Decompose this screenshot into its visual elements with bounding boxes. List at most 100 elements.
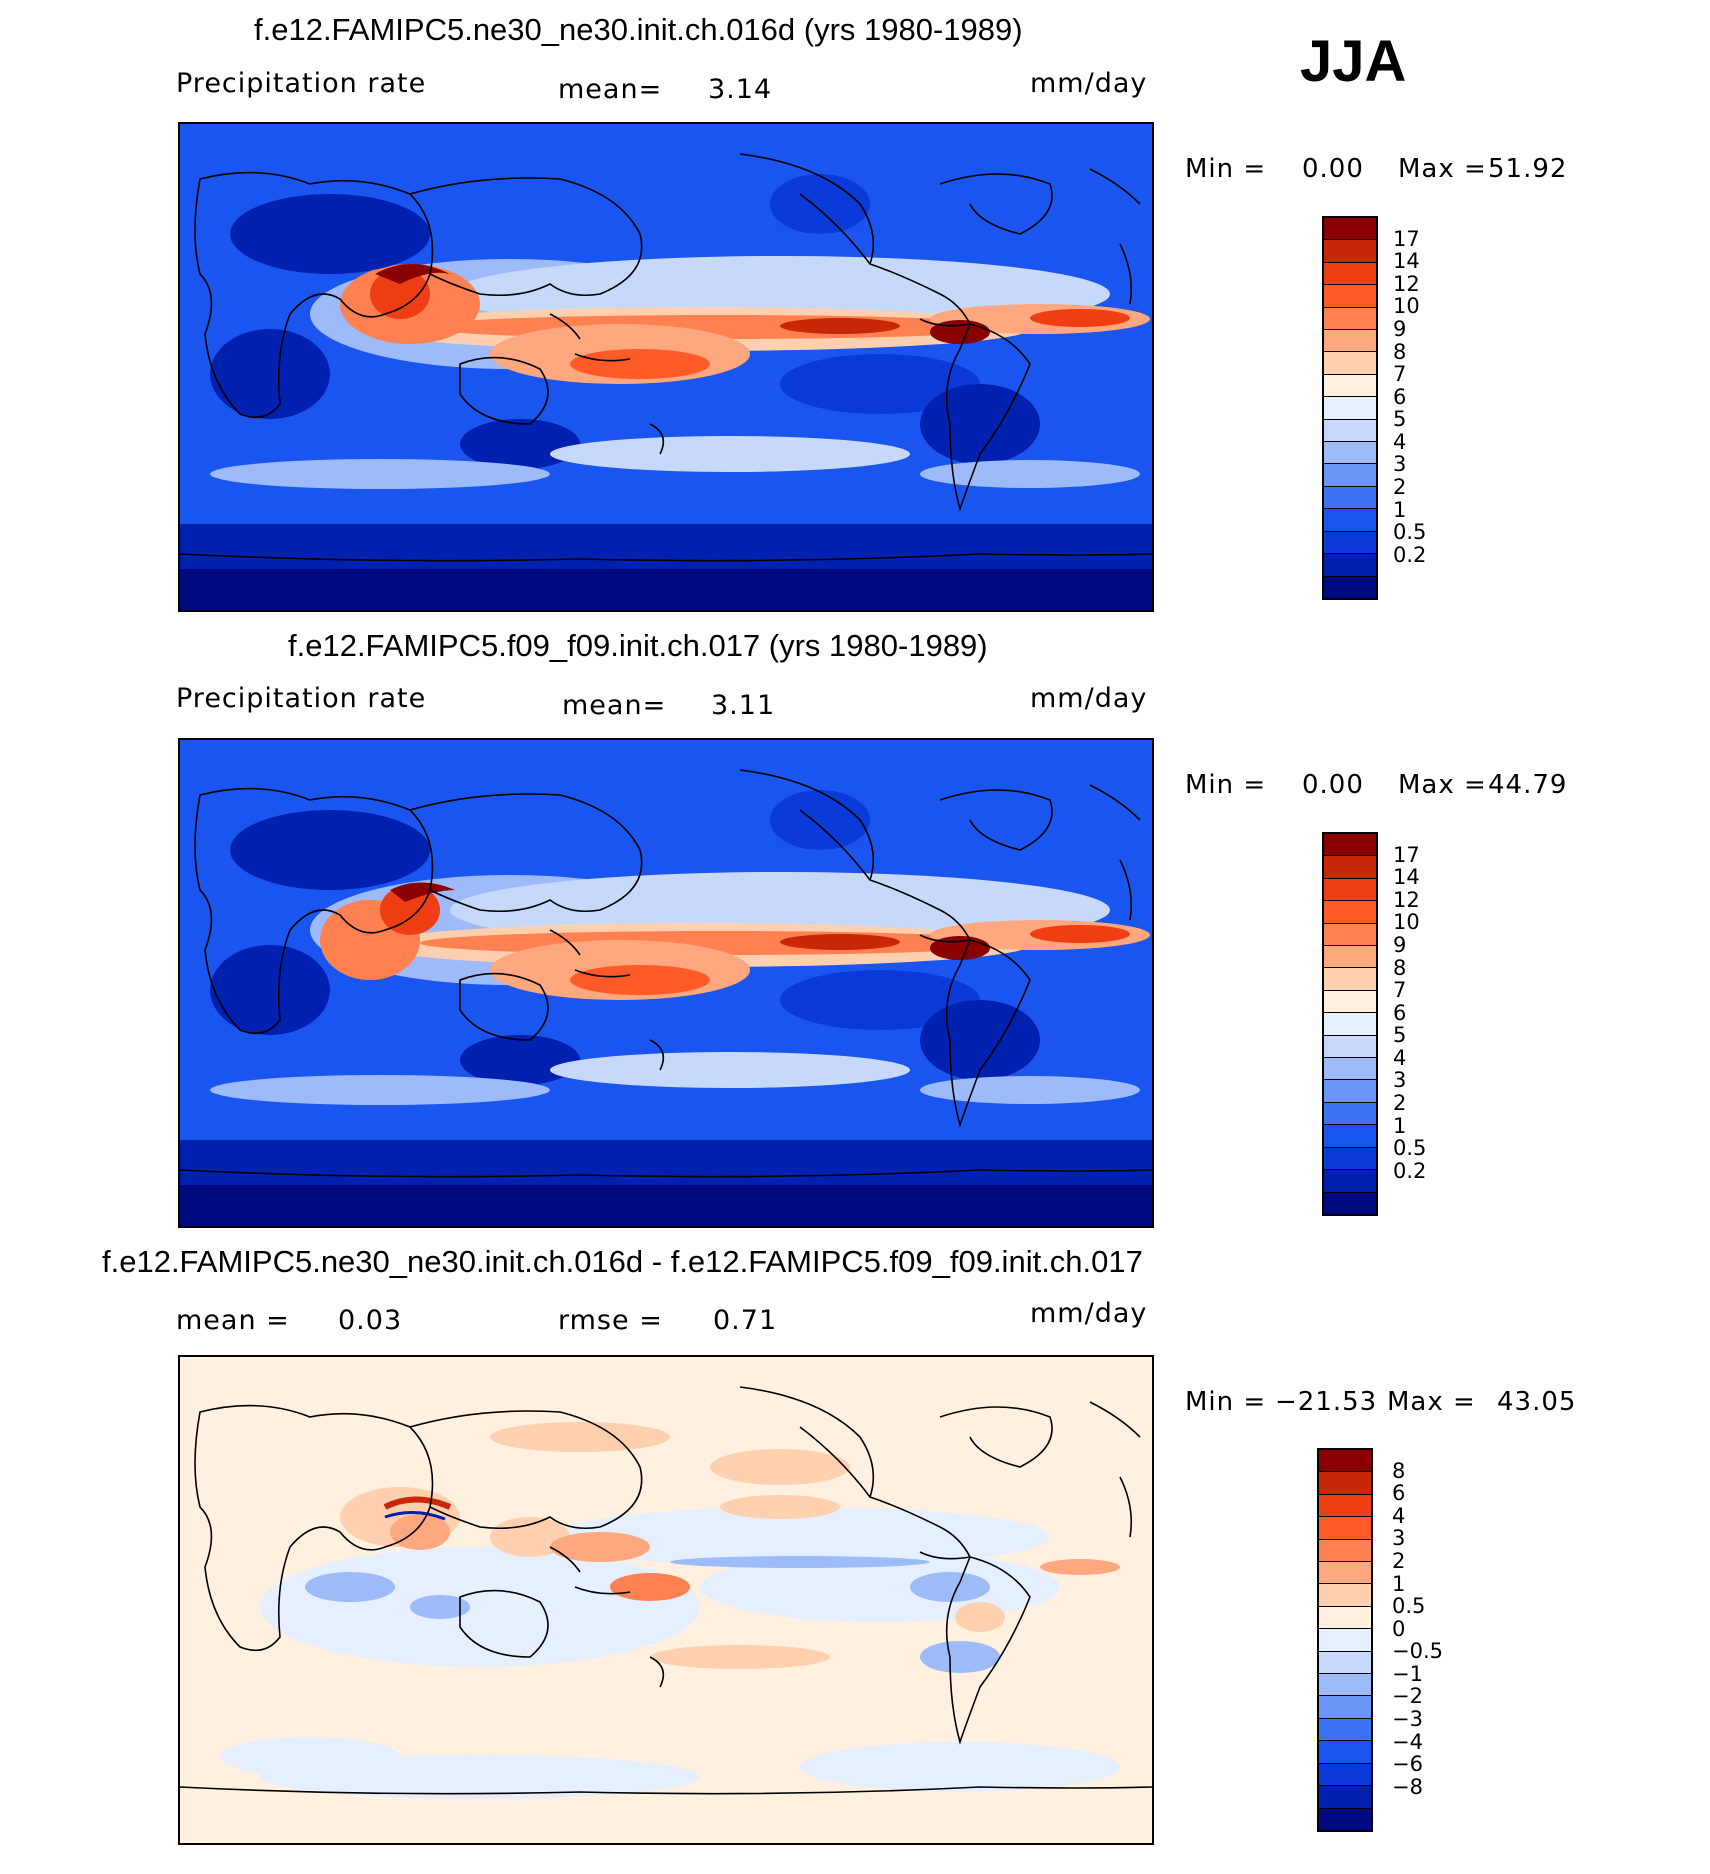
colorbar-segment	[1324, 946, 1376, 969]
colorbar-segment	[1319, 1741, 1371, 1764]
colorbar-tick-label: −4	[1392, 1729, 1423, 1754]
colorbar-tick-label: 6	[1393, 1000, 1407, 1025]
panel-2-title: f.e12.FAMIPC5.f09_f09.init.ch.017 (yrs 1…	[288, 628, 988, 663]
colorbar-segment	[1324, 834, 1376, 857]
colorbar-tick-label: −0.5	[1392, 1639, 1443, 1664]
panel-2-colorbar-labels: 17 14 12 10 9 8 7 6 5 4 3 2 1 0.5 0.2	[1393, 832, 1453, 1216]
colorbar-tick-label: 3	[1392, 1526, 1406, 1551]
colorbar-tick-label: 0.2	[1393, 1158, 1427, 1183]
colorbar-segment	[1324, 240, 1376, 263]
colorbar-tick-label: 10	[1393, 910, 1420, 935]
panel-3-mean-label: mean =	[176, 1305, 290, 1336]
panel-1-variable: Precipitation rate	[176, 68, 427, 99]
colorbar-segment	[1324, 968, 1376, 991]
colorbar-segment	[1324, 352, 1376, 375]
colorbar-segment	[1324, 856, 1376, 879]
colorbar-segment	[1319, 1517, 1371, 1540]
colorbar-segment	[1324, 464, 1376, 487]
colorbar-tick-label: 14	[1393, 865, 1420, 890]
panel-3-rmse-value: 0.71	[713, 1305, 778, 1336]
colorbar-tick-label: 14	[1393, 249, 1420, 274]
colorbar-tick-label: 7	[1393, 362, 1407, 387]
panel-1-precip-field	[180, 174, 1152, 610]
panel-3-rmse-label: rmse =	[558, 1305, 663, 1336]
colorbar-segment	[1324, 307, 1376, 331]
panel-3-max-value: 43.05	[1497, 1387, 1577, 1417]
panel-1-map	[178, 122, 1154, 612]
panel-1-colorbar-labels: 17 14 12 10 9 8 7 6 5 4 3 2 1 0.5 0.2	[1393, 216, 1453, 600]
colorbar-tick-label: 9	[1393, 932, 1407, 957]
colorbar-tick-label: 12	[1393, 271, 1420, 296]
colorbar-segment	[1324, 1035, 1376, 1059]
colorbar-segment	[1319, 1584, 1371, 1607]
colorbar-tick-label: 1	[1393, 1113, 1407, 1138]
panel-3-diff-field	[220, 1422, 1120, 1799]
colorbar-tick-label: 17	[1393, 842, 1420, 867]
panel-2-map	[178, 738, 1154, 1228]
panel-1-map-svg	[180, 124, 1152, 610]
colorbar-segment	[1319, 1763, 1371, 1787]
colorbar-tick-label: 8	[1393, 339, 1407, 364]
panel-2-mean-label: mean=	[562, 690, 667, 721]
panel-1-mean-label: mean=	[558, 74, 663, 105]
panel-3-units: mm/day	[1030, 1298, 1148, 1329]
colorbar-tick-label: −6	[1392, 1752, 1423, 1777]
panel-2-units: mm/day	[1030, 683, 1148, 714]
colorbar-segment	[1324, 1080, 1376, 1103]
panel-2-variable: Precipitation rate	[176, 683, 427, 714]
colorbar-segment	[1324, 1058, 1376, 1081]
colorbar-tick-label: 2	[1392, 1548, 1406, 1573]
colorbar-segment	[1324, 1102, 1376, 1126]
panel-1-max-value: 51.92	[1488, 154, 1568, 184]
season-label: JJA	[1300, 29, 1407, 94]
panel-1-min-value: 0.00	[1302, 154, 1364, 184]
colorbar-segment	[1324, 419, 1376, 443]
colorbar-segment	[1324, 923, 1376, 947]
colorbar-tick-label: 6	[1393, 384, 1407, 409]
colorbar-segment	[1324, 1013, 1376, 1036]
colorbar-tick-label: 4	[1392, 1503, 1406, 1528]
panel-1-coastlines	[180, 153, 1152, 562]
colorbar-tick-label: 0.5	[1393, 520, 1427, 545]
colorbar-segment	[1324, 285, 1376, 308]
colorbar-tick-label: 2	[1393, 1091, 1407, 1116]
colorbar-segment	[1319, 1808, 1371, 1830]
panel-2-coastlines	[180, 769, 1152, 1178]
colorbar-tick-label: −8	[1392, 1774, 1423, 1799]
colorbar-tick-label: 5	[1393, 407, 1407, 432]
colorbar-segment	[1324, 442, 1376, 465]
colorbar-segment	[1324, 554, 1376, 577]
colorbar-tick-label: 4	[1393, 1045, 1407, 1070]
colorbar-tick-label: 1	[1392, 1571, 1406, 1596]
colorbar-tick-label: 9	[1393, 316, 1407, 341]
panel-2-mean-value: 3.11	[711, 690, 776, 721]
colorbar-tick-label: 0.5	[1393, 1136, 1427, 1161]
panel-3-colorbar-labels: 8 6 4 3 2 1 0.5 0 −0.5 −1 −2 −3 −4 −6 −8	[1392, 1448, 1462, 1832]
panel-3-map-svg	[180, 1357, 1152, 1843]
colorbar-tick-label: −2	[1392, 1684, 1423, 1709]
colorbar-segment	[1324, 1125, 1376, 1148]
colorbar-segment	[1319, 1674, 1371, 1697]
colorbar-segment	[1324, 1170, 1376, 1193]
panel-3-mean-value: 0.03	[338, 1305, 403, 1336]
colorbar-segment	[1319, 1450, 1371, 1473]
panel-1-min-label: Min =	[1185, 154, 1267, 184]
colorbar-tick-label: 7	[1393, 978, 1407, 1003]
colorbar-segment	[1319, 1606, 1371, 1630]
panel-3-min-label: Min =	[1185, 1387, 1267, 1417]
panel-3-colorbar	[1317, 1448, 1373, 1832]
panel-2-colorbar	[1322, 832, 1378, 1216]
colorbar-tick-label: 0	[1392, 1616, 1406, 1641]
colorbar-tick-label: 10	[1393, 294, 1420, 319]
colorbar-tick-label: 4	[1393, 429, 1407, 454]
colorbar-segment	[1319, 1696, 1371, 1719]
panel-3-min-value: −21.53	[1275, 1387, 1378, 1417]
colorbar-tick-label: 8	[1393, 955, 1407, 980]
panel-3-coastlines	[180, 1386, 1152, 1795]
colorbar-tick-label: 17	[1393, 226, 1420, 251]
colorbar-tick-label: 6	[1392, 1481, 1406, 1506]
panel-2-min-label: Min =	[1185, 770, 1267, 800]
colorbar-segment	[1324, 218, 1376, 241]
colorbar-tick-label: 0.5	[1392, 1594, 1426, 1619]
colorbar-segment	[1319, 1629, 1371, 1652]
